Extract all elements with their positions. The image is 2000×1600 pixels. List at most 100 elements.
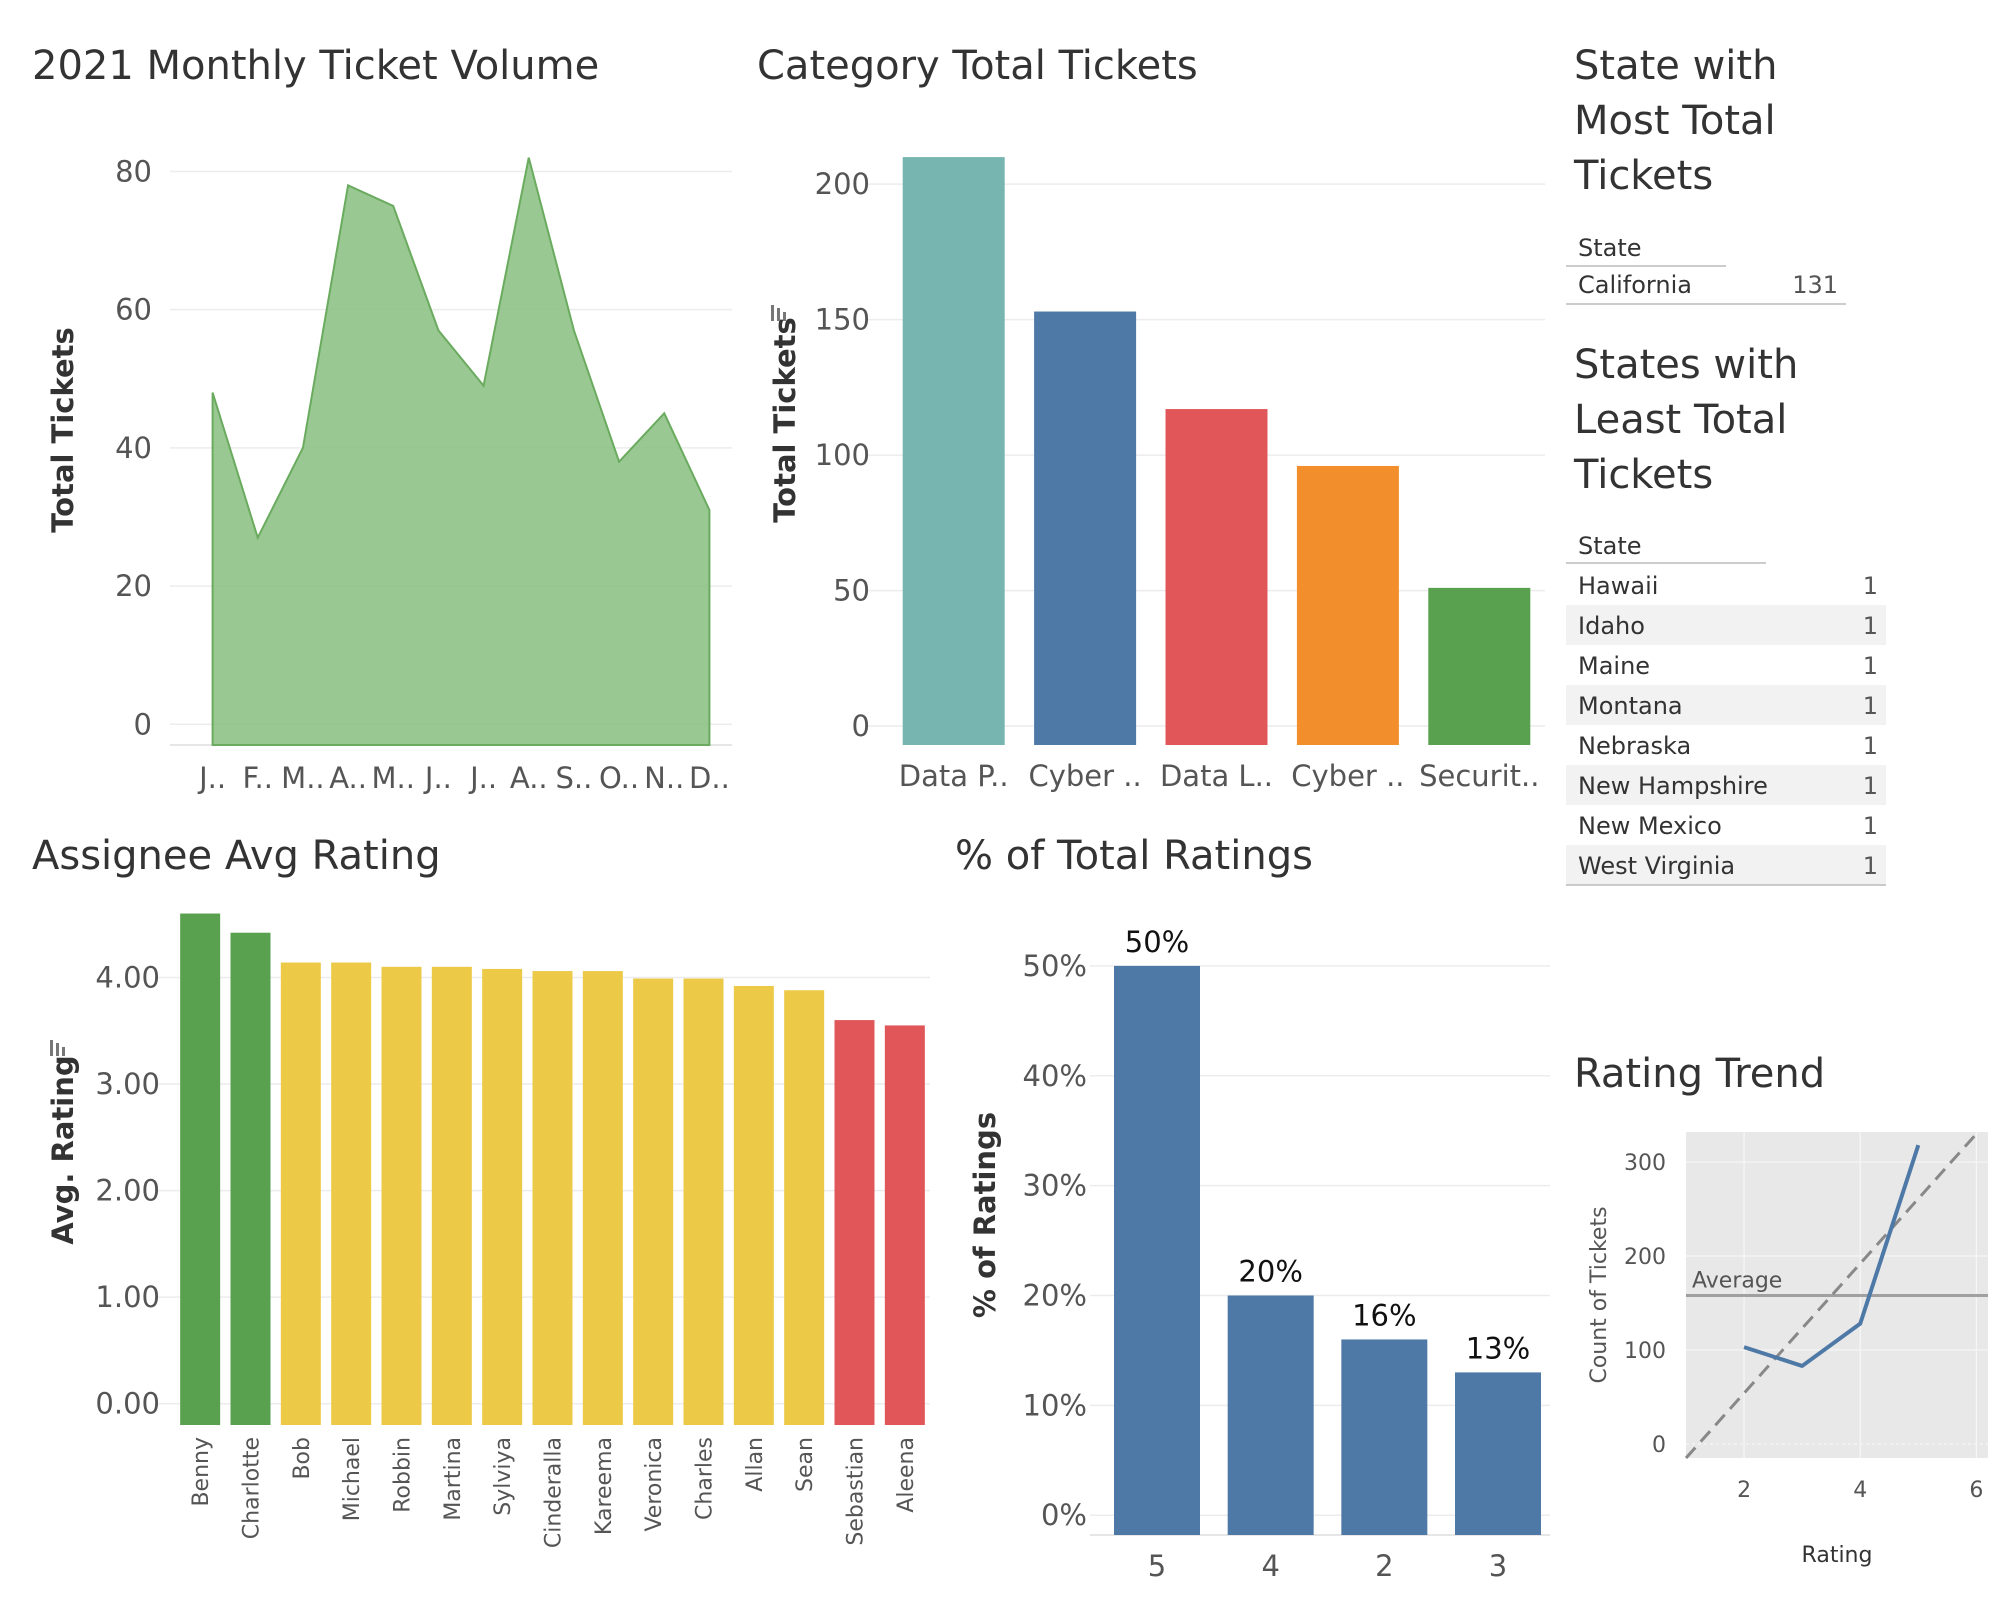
pct-y-tick-label: 40% (1023, 1059, 1087, 1093)
category-bar[interactable] (1165, 409, 1268, 745)
most-state-panel: State with Most Total Tickets State Cali… (1566, 43, 1846, 305)
monthly-x-tick-label: D.. (689, 761, 730, 795)
trend-y-tick-label: 200 (1624, 1245, 1666, 1270)
rating-trend-y-axis-label: Count of Tickets (1587, 1206, 1612, 1383)
category-bar[interactable] (1034, 311, 1137, 745)
assignee-bar[interactable] (180, 913, 221, 1425)
category-y-tick-label: 0 (852, 709, 870, 743)
category-bar[interactable] (1428, 587, 1531, 745)
assignee-title: Assignee Avg Rating (32, 833, 441, 879)
table-row-value: 1 (1863, 812, 1878, 840)
table-row-value: 1 (1863, 692, 1878, 720)
pct-y-ticks: 0% 10% 20% 30% 40% 50% (1023, 949, 1087, 1532)
table-row-stripe (1566, 765, 1886, 805)
monthly-x-tick-label: F.. (243, 761, 273, 795)
monthly-y-axis-label: Total Tickets (46, 327, 80, 533)
category-x-tick-label: Cyber .. (1291, 759, 1404, 793)
assignee-bar[interactable] (733, 985, 774, 1425)
pct-bar[interactable] (1227, 1295, 1314, 1535)
assignee-x-tick-label: Veronica (642, 1437, 667, 1532)
rating-trend-series-line[interactable] (1743, 1144, 1921, 1368)
table-row-state: New Hampshire (1578, 772, 1768, 800)
assignee-x-tick-label: Benny (189, 1437, 214, 1507)
assignee-x-tick-label: Cinderalla (542, 1437, 567, 1548)
pct-x-tick-label: 2 (1375, 1549, 1393, 1583)
table-row-stripe (1566, 845, 1886, 885)
category-x-tick-label: Securit.. (1419, 759, 1539, 793)
assignee-x-tick-label: Martina (441, 1437, 466, 1521)
assignee-bar[interactable] (884, 1025, 925, 1425)
pct-y-tick-label: 20% (1023, 1279, 1087, 1313)
assignee-y-tick-label: 0.00 (95, 1387, 160, 1421)
assignee-y-axis-label: Avg. Rating (46, 1055, 80, 1244)
category-y-axis-label: Total Tickets (768, 317, 802, 523)
pct-bar[interactable] (1455, 1372, 1541, 1535)
most-state-title-line-1: State with (1574, 43, 1777, 89)
assignee-x-tick-label: Charlotte (240, 1437, 265, 1539)
assignee-bar[interactable] (582, 971, 623, 1425)
least-states-title-line-2: Least Total (1574, 397, 1787, 443)
monthly-x-tick-label: N.. (644, 761, 684, 795)
table-row-state: Maine (1578, 652, 1650, 680)
most-state-rows: California 131 (1566, 271, 1846, 305)
assignee-bar[interactable] (683, 978, 724, 1425)
monthly-x-tick-label: S.. (555, 761, 592, 795)
category-bar[interactable] (902, 157, 1005, 745)
table-row-stripe (1566, 605, 1886, 645)
assignee-bar[interactable] (633, 978, 674, 1425)
pct-data-label: 50% (1125, 925, 1189, 959)
assignee-x-tick-label: Michael (340, 1437, 365, 1521)
assignee-bar[interactable] (834, 1020, 875, 1425)
assignee-bar[interactable] (280, 962, 321, 1425)
assignee-bar[interactable] (331, 962, 372, 1425)
assignee-x-tick-label: Sebastian (844, 1437, 869, 1546)
assignee-x-tick-label: Aleena (894, 1437, 919, 1513)
least-states-title-line-3: Tickets (1573, 452, 1713, 498)
most-state-title-line-2: Most Total (1574, 98, 1776, 144)
assignee-y-tick-label: 3.00 (95, 1067, 160, 1101)
monthly-y-tick-label: 20 (115, 569, 152, 603)
pct-data-label: 20% (1238, 1255, 1302, 1289)
assignee-x-tick-label: Sean (793, 1437, 818, 1492)
pct-x-tick-label: 4 (1261, 1549, 1279, 1583)
assignee-y-ticks: 0.00 1.00 2.00 3.00 4.00 (95, 960, 160, 1420)
category-y-tick-label: 150 (815, 303, 870, 337)
table-row-state: Hawaii (1578, 572, 1658, 600)
assignee-x-tick-label: Charles (693, 1437, 718, 1520)
sort-icon[interactable] (50, 1040, 65, 1056)
least-states-rows: Hawaii 1 Idaho 1 Maine 1 Montana 1 Nebraska 1 New … (1566, 572, 1886, 886)
pct-ratings-y-axis-label: % of Ratings (968, 1112, 1002, 1318)
assignee-panel: Assignee Avg Rating Avg. Rating 0.00 1.00… (32, 833, 930, 1548)
assignee-bar[interactable] (532, 971, 573, 1425)
assignee-bars (180, 913, 925, 1425)
table-row-value: 1 (1863, 652, 1878, 680)
assignee-bar[interactable] (431, 966, 472, 1425)
trend-y-tick-label: 100 (1624, 1339, 1666, 1364)
monthly-x-tick-label: A.. (510, 761, 548, 795)
trend-x-tick-label: 6 (1969, 1478, 1983, 1503)
pct-bar[interactable] (1341, 1339, 1428, 1535)
assignee-bar[interactable] (482, 968, 523, 1425)
rating-trend-trendline (1684, 1132, 1978, 1460)
monthly-area-series[interactable] (211, 157, 711, 746)
pct-data-label: 16% (1352, 1298, 1416, 1332)
assignee-x-tick-label: Allan (743, 1437, 768, 1492)
trend-x-tick-label: 2 (1737, 1478, 1751, 1503)
pct-y-tick-label: 30% (1023, 1169, 1087, 1203)
table-row-value: 131 (1792, 271, 1838, 299)
sort-icon[interactable] (771, 305, 786, 321)
assignee-bar[interactable] (784, 990, 825, 1425)
monthly-y-tick-label: 40 (115, 431, 152, 465)
category-title: Category Total Tickets (757, 43, 1198, 89)
category-bar[interactable] (1296, 465, 1399, 745)
assignee-bar[interactable] (381, 966, 422, 1425)
category-x-tick-label: Cyber .. (1028, 759, 1141, 793)
pct-y-tick-label: 10% (1023, 1388, 1087, 1422)
pct-bar[interactable] (1114, 965, 1200, 1535)
assignee-bar[interactable] (230, 932, 271, 1425)
category-panel: Category Total Tickets Total Tickets 0 50… (757, 43, 1545, 793)
most-state-column-header: State (1578, 234, 1642, 262)
table-row-value: 1 (1863, 612, 1878, 640)
trend-y-tick-label: 300 (1624, 1151, 1666, 1176)
